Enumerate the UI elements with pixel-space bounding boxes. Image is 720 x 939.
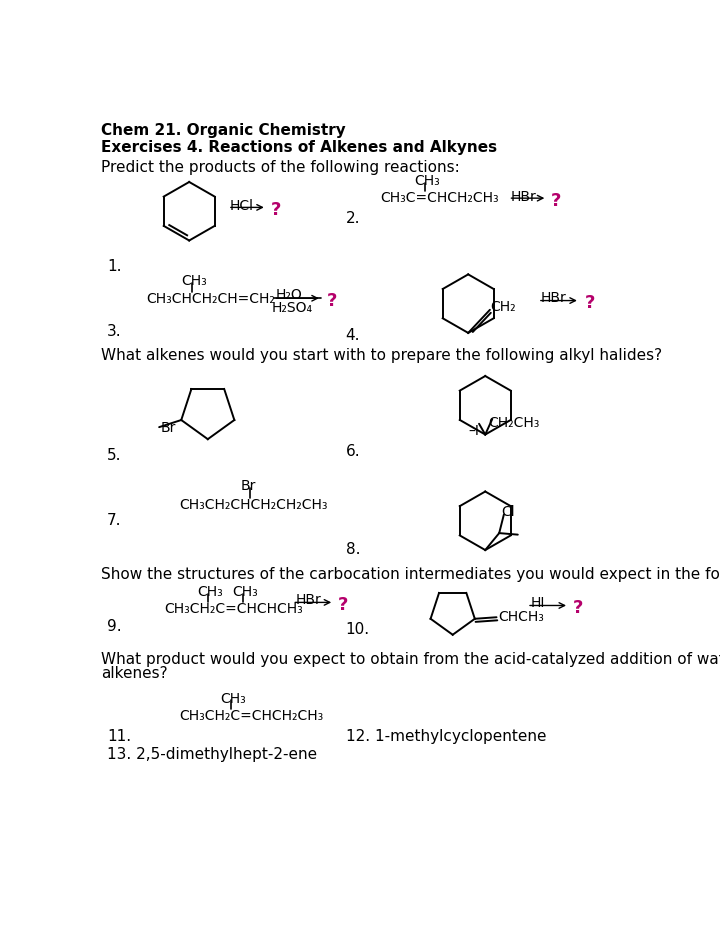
Text: What alkenes would you start with to prepare the following alkyl halides?: What alkenes would you start with to pre… xyxy=(101,347,662,362)
Text: CH₃CH₂CHCH₂CH₂CH₃: CH₃CH₂CHCH₂CH₂CH₃ xyxy=(179,498,328,512)
Text: CH₃: CH₃ xyxy=(197,585,222,599)
Text: 3.: 3. xyxy=(107,325,122,339)
Text: ?: ? xyxy=(338,596,348,614)
Text: 2.: 2. xyxy=(346,211,360,226)
Text: alkenes?: alkenes? xyxy=(101,666,168,681)
Text: ?: ? xyxy=(573,599,583,617)
Text: 5.: 5. xyxy=(107,449,122,464)
Text: HBr: HBr xyxy=(510,190,536,204)
Text: What product would you expect to obtain from the acid-catalyzed addition of wate: What product would you expect to obtain … xyxy=(101,652,720,667)
Text: 12. 1-methylcyclopentene: 12. 1-methylcyclopentene xyxy=(346,729,546,744)
Text: Exercises 4. Reactions of Alkenes and Alkynes: Exercises 4. Reactions of Alkenes and Al… xyxy=(101,141,497,155)
Text: 1.: 1. xyxy=(107,259,122,274)
Text: HBr: HBr xyxy=(541,291,567,305)
Text: 11.: 11. xyxy=(107,729,131,744)
Text: CH₃: CH₃ xyxy=(232,585,258,599)
Text: Cl: Cl xyxy=(500,504,514,518)
Text: 4.: 4. xyxy=(346,329,360,344)
Text: CH₂: CH₂ xyxy=(490,300,516,314)
Text: ?: ? xyxy=(271,201,281,219)
Text: HCl: HCl xyxy=(230,199,253,213)
Text: CH₃CH₂C=CHCHCH₃: CH₃CH₂C=CHCHCH₃ xyxy=(164,603,303,616)
Text: 9.: 9. xyxy=(107,620,122,635)
Text: HBr: HBr xyxy=(295,593,321,608)
Text: H₂SO₄: H₂SO₄ xyxy=(271,301,312,316)
Text: CH₂CH₃: CH₂CH₃ xyxy=(488,416,540,430)
Text: HI: HI xyxy=(530,596,544,610)
Text: 10.: 10. xyxy=(346,623,370,638)
Text: Chem 21. Organic Chemistry: Chem 21. Organic Chemistry xyxy=(101,123,346,138)
Text: ?: ? xyxy=(585,295,595,313)
Text: 7.: 7. xyxy=(107,513,122,528)
Text: CH₃: CH₃ xyxy=(414,175,440,189)
Text: ?: ? xyxy=(551,192,562,210)
Text: CH₃CH₂C=CHCH₂CH₃: CH₃CH₂C=CHCH₂CH₃ xyxy=(179,710,323,723)
Text: Show the structures of the carbocation intermediates you would expect in the fol: Show the structures of the carbocation i… xyxy=(101,567,720,582)
Text: Br: Br xyxy=(241,479,256,493)
Text: Predict the products of the following reactions:: Predict the products of the following re… xyxy=(101,161,459,176)
Text: 8.: 8. xyxy=(346,543,360,558)
Text: ?: ? xyxy=(326,292,337,310)
Text: CH₃: CH₃ xyxy=(181,274,207,288)
Text: –I: –I xyxy=(468,423,479,438)
Text: CH₃CHCH₂CH=CH₂: CH₃CHCH₂CH=CH₂ xyxy=(145,292,274,306)
Text: 13. 2,5-dimethylhept-2-ene: 13. 2,5-dimethylhept-2-ene xyxy=(107,747,318,762)
Text: CHCH₃: CHCH₃ xyxy=(498,610,544,624)
Text: CH₃: CH₃ xyxy=(220,692,246,706)
Text: H₂O: H₂O xyxy=(276,288,302,302)
Text: 6.: 6. xyxy=(346,444,361,459)
Text: CH₃C=CHCH₂CH₃: CH₃C=CHCH₂CH₃ xyxy=(380,192,498,206)
Text: Br: Br xyxy=(161,421,176,435)
